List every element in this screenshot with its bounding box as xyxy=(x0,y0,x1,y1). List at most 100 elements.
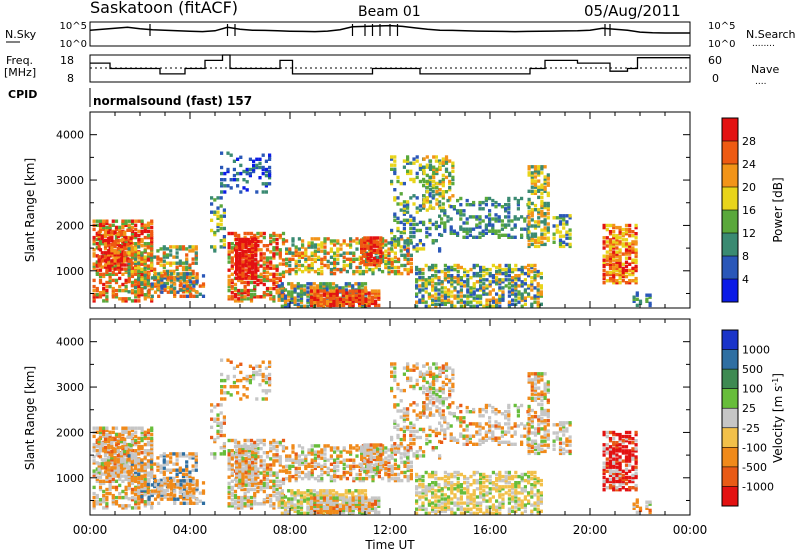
velocity-cell xyxy=(281,438,286,443)
velocity-cell xyxy=(146,452,150,456)
power-cell xyxy=(107,232,111,237)
power-cell xyxy=(523,278,527,282)
power-cell xyxy=(246,280,250,285)
power-cell xyxy=(536,274,540,278)
power-cell xyxy=(268,176,272,180)
power-cell xyxy=(562,218,566,222)
power-cell xyxy=(191,275,195,280)
power-cell xyxy=(130,274,135,279)
velocity-cell xyxy=(195,497,199,501)
power-cell xyxy=(329,299,333,303)
velocity-cell xyxy=(262,477,266,481)
power-cell xyxy=(469,290,473,294)
velocity-cell xyxy=(172,478,176,483)
power-cell xyxy=(501,267,505,272)
power-cell xyxy=(108,278,112,283)
velocity-cell xyxy=(185,468,189,472)
power-cell xyxy=(438,159,442,163)
power-cell xyxy=(415,196,419,200)
velocity-cell xyxy=(156,468,160,472)
power-cell xyxy=(537,169,541,173)
velocity-cell xyxy=(169,485,174,489)
power-cell xyxy=(354,289,358,293)
power-cell xyxy=(418,179,422,184)
power-cell xyxy=(402,200,406,204)
power-cell xyxy=(333,253,337,257)
power-cell xyxy=(568,242,572,247)
power-cell xyxy=(434,302,438,306)
power-cell xyxy=(372,238,376,242)
power-cell xyxy=(447,276,451,280)
power-cell xyxy=(272,282,276,287)
velocity-cell xyxy=(116,472,120,476)
velocity-cell xyxy=(127,446,131,451)
velocity-cell xyxy=(235,456,239,461)
power-cell xyxy=(358,269,362,274)
power-cell xyxy=(517,300,521,304)
power-cell xyxy=(540,214,544,218)
velocity-cell xyxy=(272,504,276,508)
velocity-cell xyxy=(258,368,262,373)
velocity-cell xyxy=(188,456,192,460)
power-cell xyxy=(241,262,245,266)
power-cell xyxy=(406,204,410,208)
power-cell xyxy=(294,253,298,257)
power-cell xyxy=(349,245,353,249)
power-cell xyxy=(251,243,255,248)
velocity-cell xyxy=(262,473,266,477)
velocity-cell xyxy=(252,372,256,377)
power-cell xyxy=(137,281,141,286)
velocity-cell xyxy=(113,474,117,478)
power-cell xyxy=(621,270,625,275)
power-cell xyxy=(249,293,254,297)
power-cell xyxy=(146,281,150,286)
power-cell xyxy=(294,269,298,274)
power-cell xyxy=(95,242,99,246)
velocity-cell xyxy=(169,497,174,501)
power-cell xyxy=(98,219,103,223)
power-cell xyxy=(264,167,268,172)
power-cell xyxy=(129,259,133,263)
power-cell xyxy=(325,284,329,288)
velocity-cell xyxy=(249,449,254,453)
power-cell xyxy=(140,253,144,257)
velocity-cell xyxy=(213,419,217,423)
velocity-cell xyxy=(322,489,326,493)
velocity-cell xyxy=(129,443,133,448)
power-cell xyxy=(150,250,154,254)
power-cell xyxy=(336,257,340,261)
power-cell xyxy=(290,286,294,290)
power-cell xyxy=(507,290,511,294)
power-cell xyxy=(129,263,133,267)
power-cell xyxy=(137,256,141,260)
power-cell xyxy=(95,272,99,276)
velocity-cell xyxy=(241,471,245,475)
velocity-cell xyxy=(278,440,282,445)
velocity-cell xyxy=(127,458,131,462)
power-cell xyxy=(536,292,540,296)
velocity-cell xyxy=(127,472,131,476)
power-cell xyxy=(543,179,547,183)
velocity-cell xyxy=(269,500,273,504)
power-cell xyxy=(317,271,321,276)
power-cell xyxy=(259,239,263,244)
velocity-cell xyxy=(198,491,202,495)
power-cell xyxy=(539,271,543,276)
velocity-cell xyxy=(143,470,147,474)
power-cell xyxy=(352,239,356,243)
power-cell xyxy=(124,219,128,223)
power-cell xyxy=(130,249,134,253)
velocity-cell xyxy=(110,449,114,454)
power-cell xyxy=(92,252,96,256)
power-cell xyxy=(488,217,492,221)
velocity-cell xyxy=(275,475,279,479)
velocity-cell xyxy=(230,457,234,461)
power-cell xyxy=(323,257,327,261)
power-cell xyxy=(390,239,394,243)
power-cell xyxy=(498,300,502,304)
power-cell xyxy=(269,262,273,266)
velocity-heatmap xyxy=(92,358,652,515)
power-cell xyxy=(399,192,403,196)
power-cell xyxy=(516,217,520,221)
power-cell xyxy=(631,242,635,246)
